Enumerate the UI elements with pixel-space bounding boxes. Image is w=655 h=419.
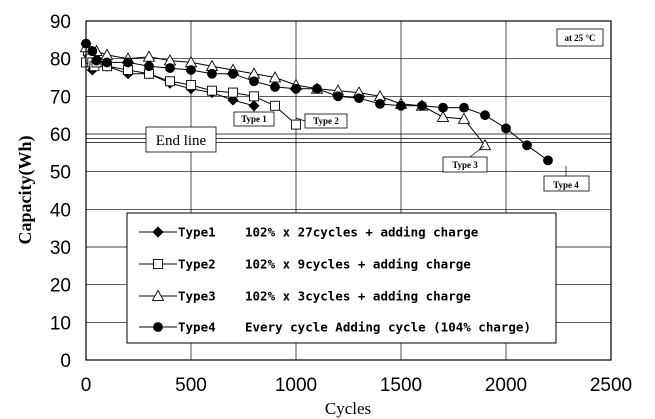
data-point-type4 — [144, 61, 154, 72]
data-point-type4 — [480, 110, 490, 121]
plot-frame — [85, 20, 612, 361]
legend-marker-type2 — [153, 259, 163, 269]
data-point-type4 — [543, 155, 553, 166]
callout-leader — [469, 145, 485, 158]
data-point-type4 — [459, 102, 469, 113]
data-point-type4 — [396, 100, 406, 111]
data-point-type4 — [102, 57, 112, 68]
data-point-type4 — [91, 55, 102, 66]
series-callouts: Type 1 Type 2 Type 3 Type 4 — [233, 108, 590, 192]
data-point-type4 — [249, 76, 259, 87]
temperature-note: at 25 °C — [556, 28, 604, 47]
svg-text:at 25 °C: at 25 °C — [564, 33, 595, 43]
legend-marker-type3 — [151, 289, 165, 301]
data-point-type4 — [207, 68, 217, 79]
data-point-type4 — [438, 102, 448, 113]
y-tick-label: 50 — [50, 163, 71, 184]
data-point-type4 — [186, 65, 196, 75]
legend-series-description: Every cycle Adding cycle (104% charge) — [245, 320, 531, 335]
x-tick-label: 2000 — [485, 375, 527, 396]
x-tick-label: 1500 — [380, 375, 422, 396]
data-point-type4 — [87, 46, 98, 57]
x-axis-title: Cycles — [325, 399, 371, 418]
y-tick-label: 90 — [50, 12, 71, 33]
data-point-type4 — [228, 68, 238, 79]
y-tick-label: 20 — [50, 276, 71, 297]
y-tick-label: 60 — [50, 125, 71, 146]
callout-type1: Type 1 — [233, 108, 275, 127]
y-tick-label: 0 — [60, 351, 71, 372]
data-point-type2 — [270, 100, 280, 111]
data-point-type4 — [270, 82, 280, 92]
data-point-type2 — [165, 76, 175, 87]
callout-leader — [295, 117, 306, 122]
data-point-type3 — [436, 110, 450, 122]
legend-series-name: Type3 — [178, 289, 216, 304]
x-tick-label: 1000 — [275, 375, 317, 396]
callout-type4: Type 4 — [543, 166, 590, 192]
data-point-type2 — [228, 87, 238, 98]
legend-marker-type4 — [153, 322, 163, 332]
legend-series-name: Type2 — [178, 257, 216, 272]
x-tick-label: 2500 — [590, 375, 632, 396]
x-tick-label: 0 — [81, 375, 92, 396]
data-point-type2 — [186, 80, 196, 90]
legend-item-type1: Type1 102% x 27cycles + adding charge — [139, 225, 479, 240]
end-line-label-box — [145, 126, 217, 153]
legend-item-type4: Type4 Every cycle Adding cycle (104% char… — [139, 320, 531, 335]
y-tick-label: 30 — [50, 238, 71, 259]
legend: Type1 102% x 27cycles + adding chargeType… — [126, 212, 557, 344]
end-line-label: End line — [156, 133, 207, 149]
data-point-type4 — [522, 140, 532, 151]
data-point-type2 — [207, 85, 217, 96]
data-point-type4 — [417, 100, 427, 111]
y-axis-title: Capacity(Wh) — [15, 136, 36, 245]
y-tick-label: 70 — [50, 87, 71, 108]
series-layer — [79, 38, 553, 166]
end-line: End line — [86, 126, 611, 153]
callout-box — [442, 156, 488, 173]
data-point-type3 — [457, 112, 471, 124]
data-point-type2 — [291, 119, 301, 130]
data-point-type3 — [142, 50, 156, 62]
data-point-type3 — [268, 71, 282, 83]
legend-series-description: 102% x 9cycles + adding charge — [245, 257, 471, 272]
callout-label: Type 4 — [553, 180, 579, 190]
callout-type3: Type 3 — [442, 145, 488, 173]
legend-series-name: Type4 — [178, 320, 216, 335]
series-type4 — [81, 38, 553, 166]
legend-box — [126, 212, 557, 344]
legend-item-type2: Type2 102% x 9cycles + adding charge — [139, 257, 471, 272]
callout-label: Type 3 — [452, 160, 478, 170]
callout-label: Type 1 — [241, 114, 267, 124]
data-point-type4 — [501, 123, 511, 134]
x-tick-label: 500 — [175, 375, 207, 396]
data-point-type4 — [354, 93, 364, 104]
series-type3 — [79, 40, 492, 151]
y-tick-label: 40 — [50, 200, 71, 221]
y-tick-labels: 0 10 20 30 40 50 60 70 80 90 — [50, 12, 71, 372]
data-point-type4 — [291, 83, 301, 94]
data-point-type4 — [375, 98, 385, 109]
data-point-type4 — [333, 91, 343, 102]
data-point-type4 — [123, 57, 133, 68]
callout-box — [233, 111, 275, 127]
y-tick-label: 10 — [50, 313, 71, 334]
x-tick-labels: 0 500 1000 1500 2000 2500 — [81, 375, 632, 396]
legend-series-name: Type1 — [178, 225, 216, 240]
legend-series-description: 102% x 3cycles + adding charge — [245, 289, 471, 304]
data-point-type4 — [165, 63, 175, 73]
legend-marker-type1 — [152, 226, 164, 238]
callout-type2: Type 2 — [295, 113, 348, 129]
legend-series-description: 102% x 27cycles + adding charge — [245, 225, 479, 240]
data-point-type4 — [312, 83, 322, 94]
callout-box — [304, 113, 348, 129]
data-point-type2 — [249, 91, 259, 102]
callout-box — [543, 175, 590, 192]
data-point-type1 — [227, 94, 239, 106]
callout-label: Type 2 — [313, 116, 339, 126]
legend-item-type3: Type3 102% x 3cycles + adding charge — [139, 289, 471, 304]
y-tick-label: 80 — [50, 50, 71, 71]
